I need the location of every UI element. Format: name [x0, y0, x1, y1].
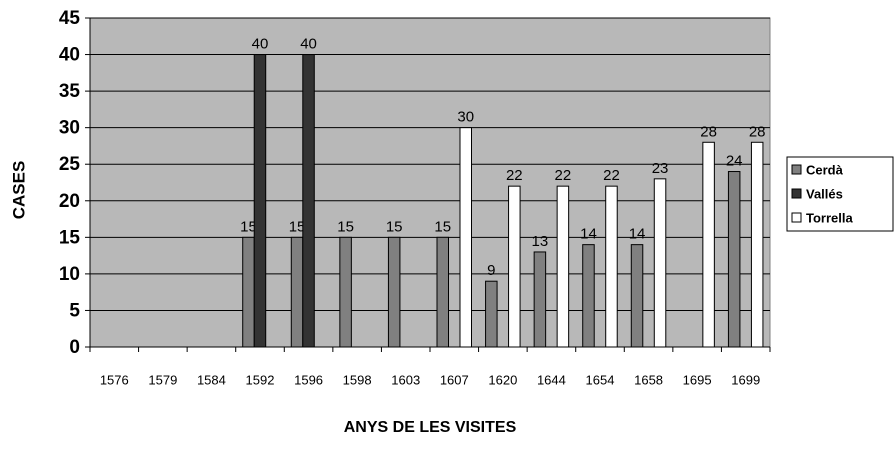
data-label: 22	[603, 167, 620, 184]
data-label: 28	[700, 123, 717, 140]
x-tick-label: 1576	[100, 372, 129, 387]
data-label: 22	[506, 167, 523, 184]
data-label: 9	[487, 262, 495, 279]
plot-area	[89, 17, 771, 348]
legend-label: Cerdà	[806, 162, 844, 177]
data-label: 15	[337, 218, 354, 235]
data-label: 30	[457, 109, 474, 126]
data-label: 14	[629, 226, 646, 243]
data-label: 28	[749, 123, 766, 140]
x-tick-label: 1596	[294, 372, 323, 387]
x-tick-label: 1598	[343, 372, 372, 387]
bar	[653, 178, 667, 348]
y-tick-label: 40	[59, 45, 80, 66]
data-label: 24	[726, 153, 743, 170]
data-label: 15	[289, 218, 306, 235]
bar	[459, 127, 472, 348]
y-tick-label: 35	[59, 81, 81, 102]
bar	[750, 141, 764, 348]
bar	[242, 236, 255, 348]
y-tick-label: 15	[59, 227, 81, 248]
data-label: 15	[240, 218, 257, 235]
x-tick-label: 1607	[440, 372, 469, 387]
x-tick-label: 1658	[634, 372, 663, 387]
bar	[605, 185, 618, 348]
bar	[339, 236, 352, 348]
bar	[630, 244, 644, 348]
legend-label: Vallés	[806, 186, 843, 201]
data-label: 14	[580, 226, 597, 243]
data-label: 13	[532, 233, 549, 250]
legend-swatch	[791, 164, 802, 175]
x-tick-label: 1584	[197, 372, 226, 387]
legend-swatch	[791, 212, 802, 223]
x-tick-label: 1654	[586, 372, 615, 387]
y-axis-label: CASES	[9, 161, 28, 220]
x-tick-label: 1603	[391, 372, 420, 387]
y-tick-label: 30	[59, 118, 80, 139]
data-label: 40	[300, 36, 317, 53]
bar	[702, 141, 715, 348]
x-tick-label: 1620	[488, 372, 517, 387]
bar	[436, 236, 449, 348]
bar	[302, 54, 315, 348]
bar	[253, 54, 267, 348]
x-tick-label: 1644	[537, 372, 566, 387]
data-label: 23	[652, 160, 669, 177]
legend-label: Torrella	[806, 210, 853, 225]
bar	[582, 244, 595, 348]
x-axis-label: ANYS DE LES VISITES	[344, 419, 517, 436]
bar	[508, 185, 521, 348]
bar	[290, 236, 304, 348]
x-tick-label: 1695	[683, 372, 712, 387]
y-tick-label: 45	[59, 8, 81, 29]
bar	[533, 251, 547, 348]
data-label: 15	[386, 218, 403, 235]
y-tick-label: 10	[59, 264, 80, 285]
bar	[727, 171, 741, 348]
bar	[387, 236, 401, 348]
x-tick-label: 1699	[731, 372, 760, 387]
x-tick-label: 1592	[246, 372, 275, 387]
legend-swatch	[791, 188, 802, 199]
bar	[556, 185, 570, 348]
data-label: 40	[252, 36, 269, 53]
x-tick-label: 1579	[148, 372, 177, 387]
y-tick-label: 5	[69, 300, 80, 321]
y-tick-label: 20	[59, 191, 80, 212]
data-label: 22	[555, 167, 572, 184]
data-label: 15	[434, 218, 451, 235]
y-tick-label: 25	[59, 154, 81, 175]
y-tick-label: 0	[69, 337, 80, 358]
bar	[485, 280, 498, 348]
legend	[786, 156, 894, 232]
